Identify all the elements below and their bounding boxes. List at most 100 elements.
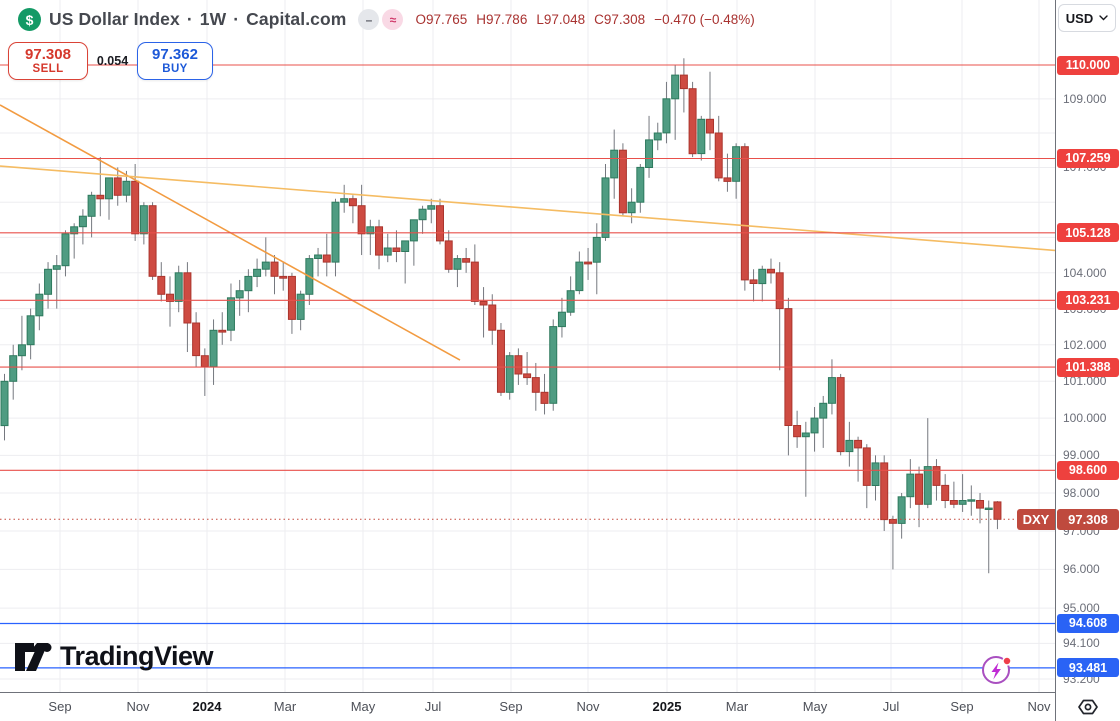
price-axis-label: 109.000 — [1063, 91, 1107, 106]
ohlc-change: −0.470 (−0.48%) — [654, 12, 755, 27]
boost-lightning-icon[interactable] — [980, 653, 1014, 692]
candle — [706, 118, 715, 134]
candle — [0, 380, 9, 427]
price-level-badge: 94.608 — [1057, 613, 1119, 633]
candle — [261, 261, 270, 270]
candle — [993, 501, 1002, 520]
sell-label: SELL — [32, 63, 64, 76]
time-axis-month-label: May — [802, 699, 828, 714]
candle — [671, 74, 680, 100]
candle — [192, 322, 201, 357]
candle — [836, 377, 845, 453]
candle — [78, 215, 87, 228]
sell-button[interactable]: 97.308 SELL — [8, 42, 88, 80]
candle — [758, 268, 767, 285]
axis-corner-cell — [1055, 692, 1120, 721]
tradingview-logo[interactable]: TradingView — [14, 641, 214, 672]
candle — [383, 247, 392, 256]
trendline[interactable] — [0, 165, 1055, 252]
candle — [87, 194, 96, 217]
time-axis[interactable]: Sep Nov 2024 Mar May Jul Sep Nov 2025 Mar May Jul Se… — [0, 692, 1120, 721]
candle — [958, 500, 967, 505]
candle — [183, 272, 192, 324]
ohlc-low: L97.048 — [536, 12, 586, 27]
candle — [575, 261, 584, 292]
buy-button[interactable]: 97.362 BUY — [137, 42, 213, 80]
price-level-badge: 107.259 — [1057, 148, 1119, 168]
synthetic-data-icon: ≈ — [382, 9, 404, 30]
buy-price: 97.362 — [152, 45, 198, 63]
symbol-price-line-badge: DXY — [1017, 508, 1055, 530]
candle — [740, 146, 749, 281]
provider-label: Capital.com — [246, 9, 347, 29]
candle — [296, 293, 305, 320]
sell-price: 97.308 — [25, 45, 71, 63]
tradingview-logo-text: TradingView — [60, 641, 214, 671]
candle — [697, 118, 706, 155]
candle — [871, 462, 880, 486]
candle — [139, 205, 148, 235]
candle — [357, 205, 366, 235]
candle — [679, 74, 688, 90]
price-level-badge: 101.388 — [1057, 357, 1119, 377]
candle — [226, 297, 235, 331]
price-axis-label: 95.000 — [1063, 601, 1100, 616]
candle — [810, 417, 819, 434]
candle — [322, 254, 331, 263]
candle — [348, 198, 357, 207]
ohlc-open: O97.765 — [415, 12, 468, 27]
candle — [314, 254, 323, 259]
candle — [523, 373, 532, 379]
candle — [244, 275, 253, 292]
hexagon-eye-icon[interactable] — [1077, 698, 1099, 716]
time-axis-month-label: Nov — [126, 699, 150, 714]
ohlc-close: C97.308 — [594, 12, 646, 27]
interval-label[interactable]: 1W — [199, 9, 227, 29]
candle — [662, 98, 671, 134]
ohlc-readout: O97.765 H97.786 L97.048 C97.308 −0.470 (… — [415, 12, 754, 27]
price-axis[interactable]: USD 97.308 109.000107.000104.000103.0001… — [1055, 0, 1120, 692]
tradingview-logo-icon — [15, 642, 52, 671]
price-axis-label: 100.000 — [1063, 411, 1107, 426]
candle — [253, 268, 262, 277]
candle — [470, 261, 479, 302]
candle — [26, 315, 35, 346]
time-axis-month-label: May — [350, 699, 376, 714]
ohlc-high: H97.786 — [476, 12, 528, 27]
candle — [17, 344, 26, 357]
candle — [801, 432, 810, 438]
candle — [949, 500, 958, 505]
symbol-header: $ US Dollar Index · 1W · Capital.com – ≈… — [18, 8, 755, 31]
candle — [880, 462, 889, 521]
candle — [653, 132, 662, 141]
candle — [618, 149, 627, 214]
candle — [331, 201, 340, 263]
candle — [610, 149, 619, 179]
candle — [488, 304, 497, 331]
candle — [61, 233, 70, 267]
candle — [409, 219, 418, 242]
candle — [96, 194, 105, 200]
candle — [549, 326, 558, 404]
candle — [967, 499, 976, 502]
symbol-name[interactable]: US Dollar Index — [49, 9, 180, 29]
price-axis-label: 101.000 — [1063, 374, 1107, 389]
currency-dropdown[interactable]: USD — [1058, 4, 1116, 32]
time-axis-month-label: Nov — [1027, 699, 1051, 714]
price-axis-label: 94.100 — [1063, 636, 1100, 651]
candle — [592, 236, 601, 263]
time-axis-month-label: Mar — [725, 699, 749, 714]
time-axis-month-label: Sep — [48, 699, 72, 714]
candle — [601, 177, 610, 238]
candle — [105, 177, 114, 200]
symbol-title[interactable]: US Dollar Index · 1W · Capital.com — [49, 9, 346, 30]
candle — [897, 496, 906, 524]
candle — [122, 180, 131, 196]
candle — [723, 177, 732, 182]
candlestick-chart-canvas[interactable] — [0, 0, 1055, 692]
candle — [531, 377, 540, 393]
price-axis-label: 98.000 — [1063, 485, 1100, 500]
candle — [915, 473, 924, 505]
candle — [636, 166, 645, 203]
